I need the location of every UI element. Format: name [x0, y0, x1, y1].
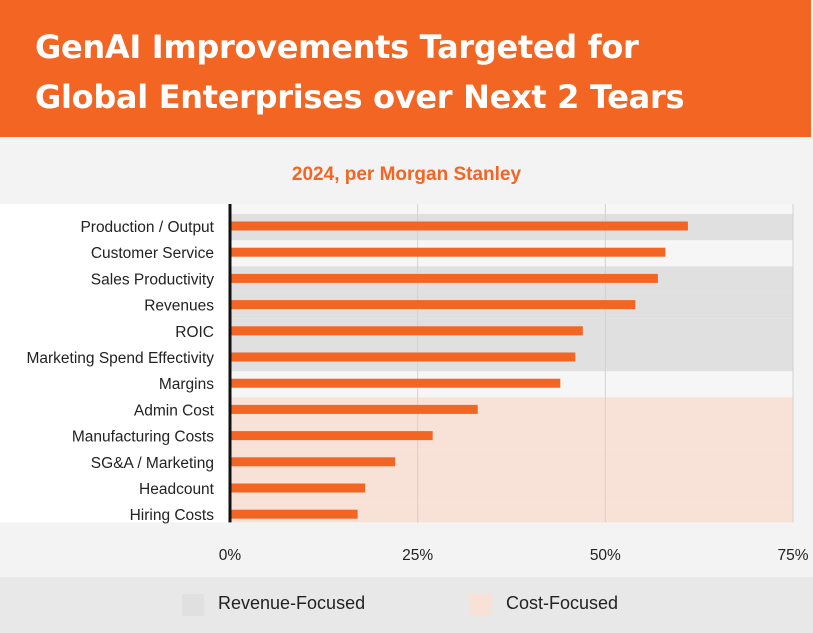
chart-subtitle: 2024, per Morgan Stanley [291, 164, 522, 185]
category-label-customer-service: Customer Service [91, 245, 214, 262]
chart-title-line-2: Global Enterprises over Next 2 Tears [35, 78, 685, 116]
bar-customer-service [230, 247, 666, 257]
bar-production-output [230, 221, 688, 231]
bar-marketing-spend-effectivity [230, 352, 576, 362]
x-tick-label-25: 25% [402, 547, 433, 564]
bar-manufacturing-costs [230, 431, 433, 441]
band-hiring-costs [230, 502, 793, 523]
bar-admin-cost [230, 404, 478, 414]
category-label-roic: ROIC [175, 324, 214, 341]
category-label-headcount: Headcount [139, 481, 215, 498]
category-label-sg-a-marketing: SG&A / Marketing [91, 455, 214, 472]
bar-headcount [230, 483, 366, 493]
category-label-sales-productivity: Sales Productivity [91, 271, 214, 288]
title-banner: GenAI Improvements Targeted for Global E… [0, 0, 811, 137]
bar-margins [230, 378, 561, 388]
bar-sg-a-marketing [230, 457, 396, 467]
category-label-hiring-costs: Hiring Costs [130, 507, 215, 524]
bar-roic [230, 326, 583, 336]
x-tick-label-75: 75% [777, 547, 808, 564]
category-label-production-output: Production / Output [80, 219, 214, 236]
bar-chart: Production / Output Customer Service Sales… [0, 204, 809, 564]
legend: Revenue-Focused Cost-Focused [0, 577, 813, 633]
x-tick-label-0: 0% [219, 547, 242, 564]
chart-title: GenAI Improvements Targeted for Global E… [35, 22, 795, 122]
category-label-revenues: Revenues [144, 298, 214, 315]
legend-swatch-revenue [182, 594, 204, 616]
category-label-admin-cost: Admin Cost [134, 402, 215, 419]
x-tick-label-50: 50% [590, 547, 621, 564]
bar-sales-productivity [230, 273, 658, 283]
category-label-margins: Margins [159, 376, 214, 393]
category-label-manufacturing-costs: Manufacturing Costs [72, 429, 214, 446]
chart-title-line-1: GenAI Improvements Targeted for [35, 28, 639, 66]
legend-swatch-cost [470, 594, 492, 616]
bar-revenues [230, 300, 636, 310]
legend-label-revenue: Revenue-Focused [218, 593, 366, 613]
bar-hiring-costs [230, 509, 358, 519]
category-label-marketing-spend-effectivity: Marketing Spend Effectivity [26, 350, 214, 367]
legend-label-cost: Cost-Focused [506, 593, 619, 613]
